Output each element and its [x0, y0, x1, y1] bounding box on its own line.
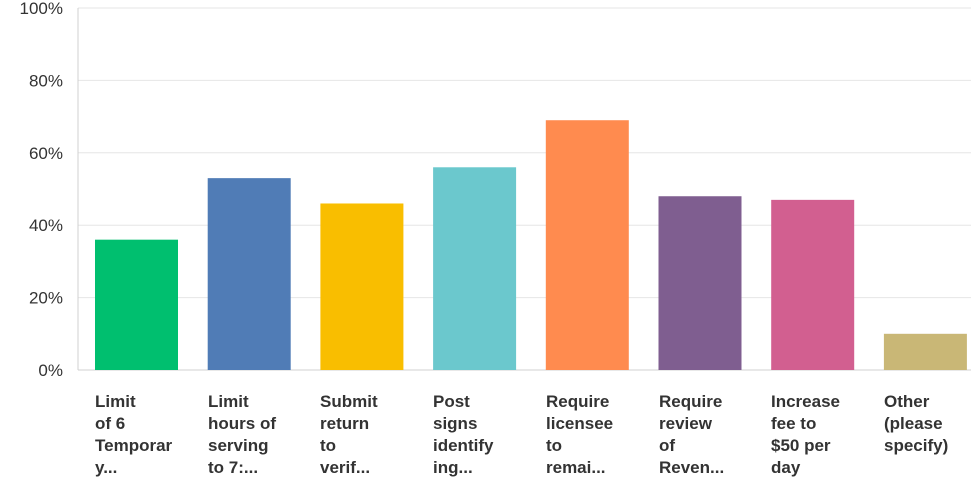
x-tick-label: Post signs identify ing... — [433, 391, 517, 479]
x-tick-label-line: serving — [208, 436, 269, 455]
y-tick-label: 20% — [29, 289, 63, 308]
x-tick-label: Other (please specify) — [884, 391, 968, 457]
y-tick-label: 40% — [29, 216, 63, 235]
x-tick-label-line: identify — [433, 436, 494, 455]
x-tick-label: Limit of 6 Temporar y... — [95, 391, 179, 479]
x-tick-label: Limit hours of serving to 7:... — [208, 391, 292, 479]
x-tick-label-line: verif... — [320, 458, 371, 477]
x-tick-label: Increase fee to $50 per day — [771, 391, 855, 479]
x-tick-label-line: (please — [884, 414, 943, 433]
y-tick-label: 80% — [29, 71, 63, 90]
x-tick-label-line: day — [771, 458, 801, 477]
x-tick-label: Submit return to verif... — [320, 391, 404, 479]
x-tick-label-line: y... — [95, 458, 118, 477]
y-tick-label: 100% — [20, 0, 63, 18]
bar[interactable] — [433, 167, 517, 370]
x-tick-label-line: Limit — [208, 392, 249, 411]
x-tick-label-line: Submit — [320, 392, 378, 411]
x-tick-label-line: Limit — [95, 392, 136, 411]
x-tick-label-line: to — [320, 436, 337, 455]
x-tick-label: Require licensee to remai... — [546, 391, 630, 479]
x-tick-label-line: fee to — [771, 414, 817, 433]
x-tick-label-line: ing... — [433, 458, 473, 477]
x-tick-label-line: return — [320, 414, 370, 433]
x-tick-label-line: review — [659, 414, 712, 433]
x-tick-label-line: Other — [884, 392, 930, 411]
x-tick-label-line: $50 per — [771, 436, 831, 455]
y-axis: 0% 20% 40% 60% 80% 100% — [20, 0, 971, 380]
bars — [95, 120, 967, 370]
x-tick-label-line: Require — [546, 392, 610, 411]
y-tick-label: 60% — [29, 144, 63, 163]
bar[interactable] — [207, 178, 291, 370]
x-tick-label-line: hours of — [208, 414, 276, 433]
x-tick-label-line: signs — [433, 414, 478, 433]
x-tick-label-line: Reven... — [659, 458, 725, 477]
x-tick-label-line: specify) — [884, 436, 949, 455]
x-tick-label-line: to 7:... — [208, 458, 259, 477]
bar[interactable] — [545, 120, 629, 370]
bar[interactable] — [95, 239, 178, 370]
x-tick-label: Require review of Reven... — [659, 391, 743, 479]
bar[interactable] — [883, 333, 967, 370]
bar[interactable] — [771, 199, 855, 370]
x-tick-label-line: Require — [659, 392, 723, 411]
y-tick-label: 0% — [38, 361, 63, 380]
x-tick-label-line: to — [546, 436, 563, 455]
x-tick-label-line: of 6 — [95, 414, 126, 433]
bar[interactable] — [658, 196, 742, 370]
x-tick-label-line: Temporar — [95, 436, 173, 455]
bar[interactable] — [320, 203, 404, 370]
x-tick-label-line: remai... — [546, 458, 606, 477]
x-tick-label-line: Increase — [771, 392, 840, 411]
x-tick-label-line: Post — [433, 392, 470, 411]
x-tick-label-line: of — [659, 436, 676, 455]
x-tick-label-line: licensee — [546, 414, 614, 433]
